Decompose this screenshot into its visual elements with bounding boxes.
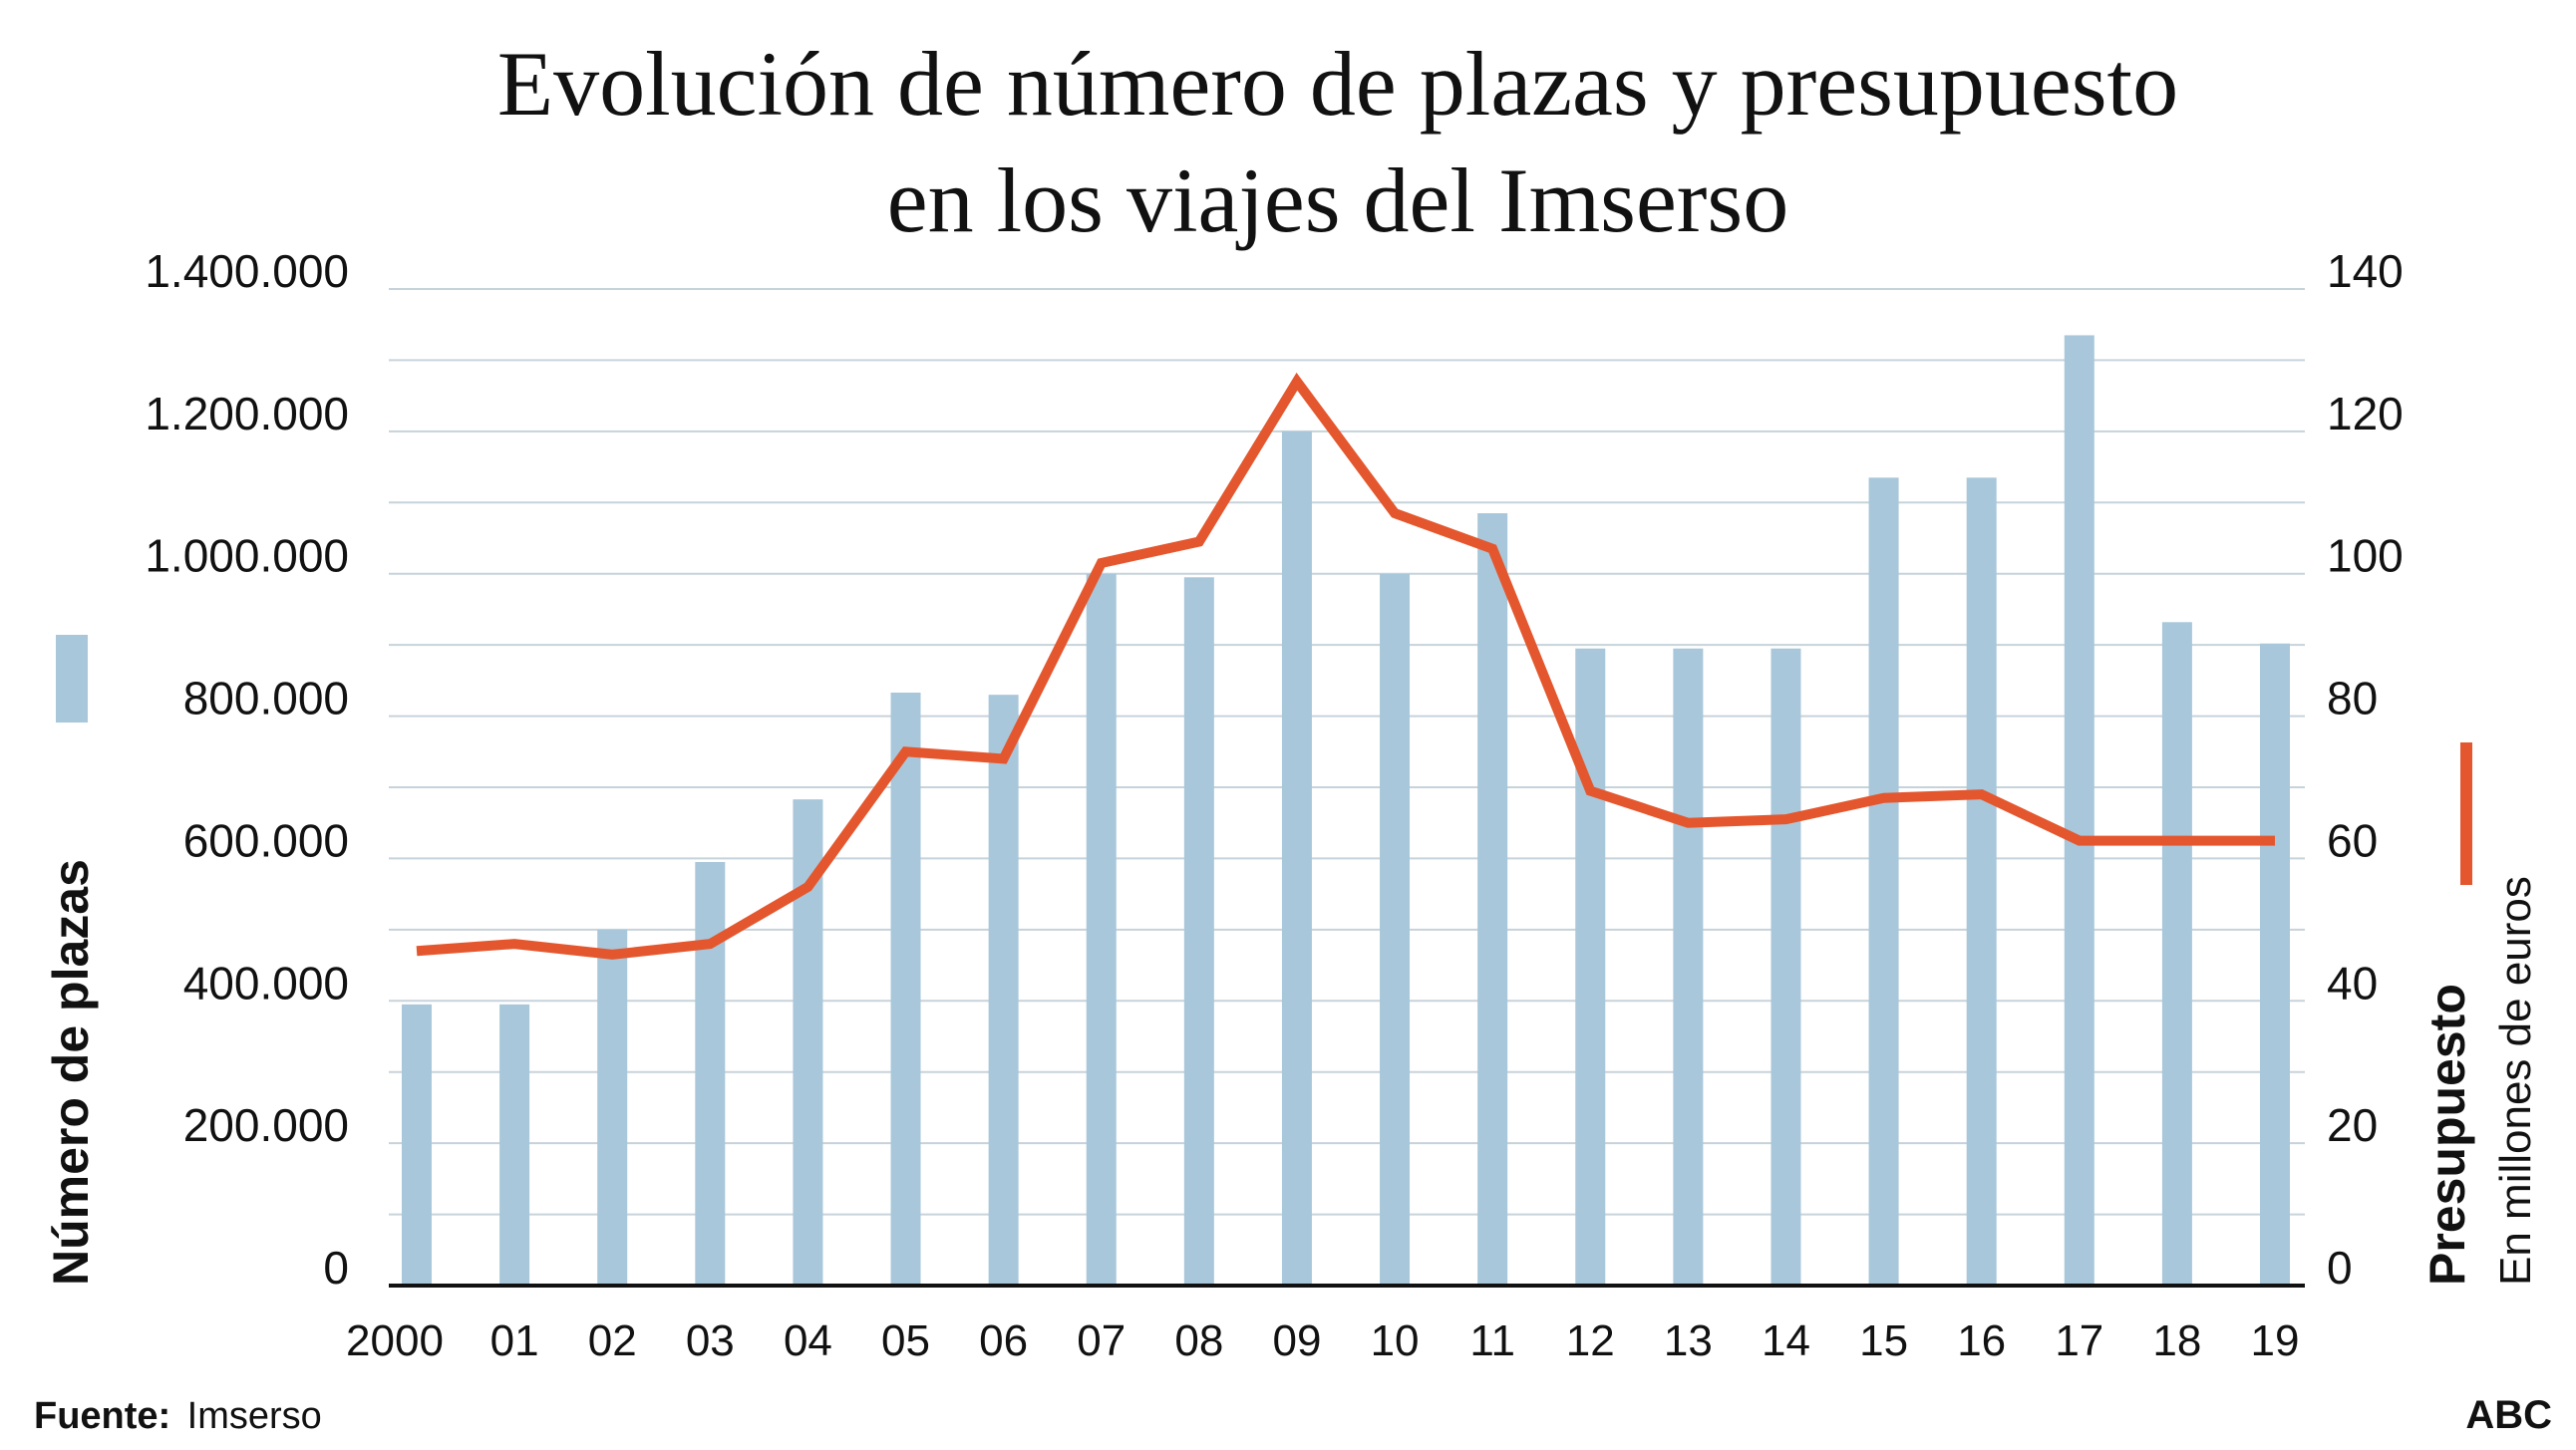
- source-note: Fuente: Imserso: [34, 1395, 322, 1437]
- right-axis-subtitle: En millones de euros: [2491, 876, 2540, 1286]
- bar: [2161, 622, 2192, 1286]
- bar: [1673, 648, 1704, 1286]
- left-tick-label: 600.000: [183, 814, 349, 866]
- x-tick-label: 18: [2152, 1316, 2201, 1365]
- bar: [1868, 477, 1899, 1286]
- x-tick-label: 17: [2055, 1316, 2103, 1365]
- chart-title-line-2: en los viajes del Imserso: [887, 149, 1788, 251]
- left-axis-title: Número de plazas: [43, 859, 99, 1286]
- budget-line: [416, 372, 2275, 960]
- bar: [1477, 513, 1508, 1286]
- right-tick-label: 120: [2327, 388, 2404, 439]
- right-tick-label: 40: [2327, 957, 2378, 1009]
- x-tick-label: 03: [686, 1316, 735, 1365]
- right-tick-label: 140: [2327, 245, 2404, 297]
- bar-legend-swatch: [56, 635, 88, 723]
- x-tick-label: 07: [1077, 1316, 1126, 1365]
- left-tick-label: 0: [323, 1242, 349, 1294]
- x-tick-label: 06: [979, 1316, 1028, 1365]
- x-tick-label: 16: [1957, 1316, 2006, 1365]
- bar: [1281, 431, 1312, 1286]
- x-tick-label: 04: [784, 1316, 832, 1365]
- chart-title-line-1: Evolución de número de plazas y presupue…: [497, 33, 2178, 135]
- x-axis-ticks: 2000 01 02 03 04 05 06 07 08 09 10 11 12 13 14 15 16 17 18…: [346, 1316, 2299, 1365]
- bar: [2260, 643, 2290, 1286]
- left-axis-ticks: 0 200.000 400.000 600.000 800.000 1.000.000 1.…: [145, 245, 349, 1294]
- brand-logo: ABC: [2465, 1393, 2552, 1437]
- x-tick-label: 19: [2251, 1316, 2300, 1365]
- x-tick-label: 08: [1174, 1316, 1223, 1365]
- right-tick-label: 100: [2327, 530, 2404, 582]
- left-tick-label: 200.000: [183, 1099, 349, 1151]
- bars-series: [402, 335, 2290, 1286]
- x-tick-label: 2000: [346, 1316, 444, 1365]
- bar: [402, 1004, 432, 1286]
- bar: [597, 929, 628, 1286]
- bar: [1575, 648, 1606, 1286]
- bar: [695, 862, 726, 1286]
- left-tick-label: 800.000: [183, 673, 349, 725]
- left-tick-label: 1.000.000: [145, 530, 349, 582]
- bar: [890, 693, 921, 1286]
- bar: [988, 695, 1019, 1286]
- right-axis-title: Presupuesto: [2419, 984, 2475, 1286]
- bar: [499, 1004, 530, 1286]
- line-series: [416, 372, 2276, 960]
- x-tick-label: 10: [1371, 1316, 1420, 1365]
- x-tick-label: 15: [1859, 1316, 1908, 1365]
- left-tick-label: 400.000: [183, 957, 349, 1009]
- right-tick-label: 80: [2327, 673, 2378, 725]
- left-tick-label: 1.400.000: [145, 245, 349, 297]
- source-label: Fuente:: [34, 1395, 170, 1437]
- bar: [1380, 573, 1411, 1286]
- left-tick-label: 1.200.000: [145, 388, 349, 439]
- x-tick-label: 02: [588, 1316, 637, 1365]
- x-tick-label: 14: [1762, 1316, 1810, 1365]
- bar: [1183, 577, 1214, 1286]
- x-tick-label: 09: [1272, 1316, 1321, 1365]
- x-tick-label: 12: [1566, 1316, 1615, 1365]
- source-value: Imserso: [187, 1395, 322, 1437]
- gridlines: [389, 288, 2305, 1216]
- right-tick-label: 0: [2327, 1242, 2353, 1294]
- bar: [2064, 335, 2094, 1286]
- right-axis-ticks: 0 20 40 60 80 100 120 140: [2327, 245, 2404, 1294]
- x-tick-label: 11: [1469, 1316, 1515, 1365]
- right-tick-label: 60: [2327, 814, 2378, 866]
- bar: [1966, 477, 1997, 1286]
- x-tick-label: 05: [881, 1316, 930, 1365]
- x-tick-label: 13: [1664, 1316, 1713, 1365]
- x-tick-label: 01: [490, 1316, 539, 1365]
- bar: [1771, 648, 1801, 1286]
- right-tick-label: 20: [2327, 1099, 2378, 1151]
- bar: [1086, 573, 1117, 1286]
